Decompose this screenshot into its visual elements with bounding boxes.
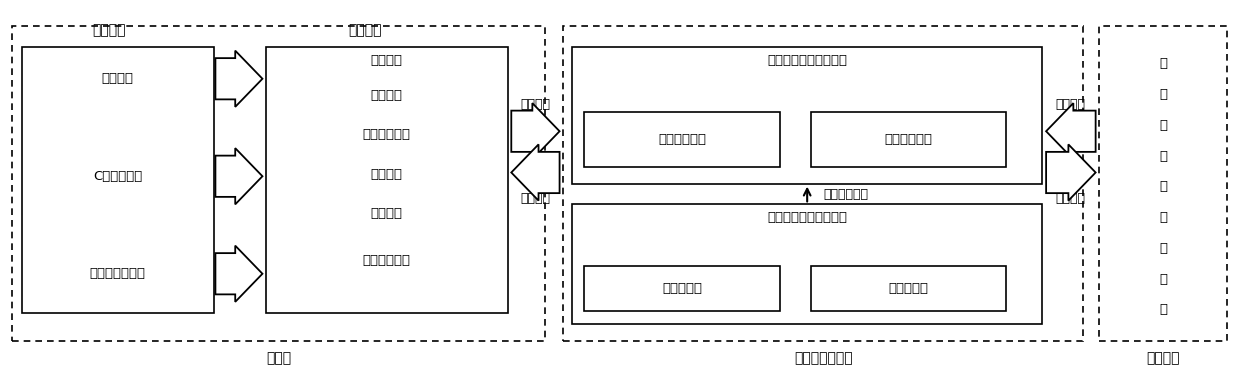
Text: 综合控制单元硬件平台: 综合控制单元硬件平台 xyxy=(768,211,847,224)
Bar xyxy=(1099,26,1227,341)
Text: 输入信号: 输入信号 xyxy=(520,99,551,111)
Text: 参数标定: 参数标定 xyxy=(370,168,402,181)
Bar xyxy=(12,26,545,341)
Text: 快速控制原型机: 快速控制原型机 xyxy=(794,351,853,365)
Text: 自动代码生成: 自动代码生成 xyxy=(363,129,410,141)
Polygon shape xyxy=(1046,144,1096,201)
Text: 实时监控: 实时监控 xyxy=(370,207,402,220)
Text: 实现功能: 实现功能 xyxy=(348,23,383,37)
Text: 控制信号: 控制信号 xyxy=(1056,192,1086,205)
Bar xyxy=(811,266,1006,311)
Text: 被控对象: 被控对象 xyxy=(1146,351,1180,365)
Bar xyxy=(584,266,780,311)
Text: 任务执行框架: 任务执行框架 xyxy=(885,133,932,146)
Text: 数据采集卡: 数据采集卡 xyxy=(889,282,928,295)
Text: 仿真验证: 仿真验证 xyxy=(370,89,402,102)
Text: ／: ／ xyxy=(1160,119,1167,132)
Text: 测量与标定软件: 测量与标定软件 xyxy=(89,267,146,280)
Bar xyxy=(563,26,1083,341)
Text: 信号调理器: 信号调理器 xyxy=(662,282,702,295)
Polygon shape xyxy=(215,246,262,302)
Bar xyxy=(572,204,1042,324)
Text: 标: 标 xyxy=(1160,242,1167,255)
Text: 提供硬件资源: 提供硬件资源 xyxy=(823,188,868,201)
Text: C语言编译器: C语言编译器 xyxy=(93,170,142,183)
Bar xyxy=(22,47,214,313)
Text: 系: 系 xyxy=(1160,273,1167,285)
Polygon shape xyxy=(1046,103,1096,159)
Text: 仿真软件: 仿真软件 xyxy=(102,72,134,85)
Bar xyxy=(584,112,780,167)
Text: 架: 架 xyxy=(1160,180,1167,193)
Bar xyxy=(572,47,1042,184)
Text: 台: 台 xyxy=(1160,150,1167,162)
Text: 输出信号: 输出信号 xyxy=(520,192,551,205)
Bar xyxy=(811,112,1006,167)
Polygon shape xyxy=(215,148,262,204)
Polygon shape xyxy=(511,103,560,159)
Text: 统: 统 xyxy=(1160,303,1167,316)
Text: 上位机: 上位机 xyxy=(266,351,291,365)
Text: 系统架构: 系统架构 xyxy=(370,54,402,66)
Text: 输入信号: 输入信号 xyxy=(1056,99,1086,111)
Text: 应用软件: 应用软件 xyxy=(92,23,126,37)
Text: 目: 目 xyxy=(1160,211,1167,224)
Text: 硬件在环仿真: 硬件在环仿真 xyxy=(363,254,410,267)
Text: 底层驱动程序: 底层驱动程序 xyxy=(659,133,706,146)
Polygon shape xyxy=(215,51,262,107)
Text: 整: 整 xyxy=(1160,57,1167,70)
Bar xyxy=(266,47,508,313)
Polygon shape xyxy=(511,144,560,201)
Text: 车: 车 xyxy=(1160,88,1167,101)
Text: 综合控制单元软件平台: 综合控制单元软件平台 xyxy=(768,54,847,66)
